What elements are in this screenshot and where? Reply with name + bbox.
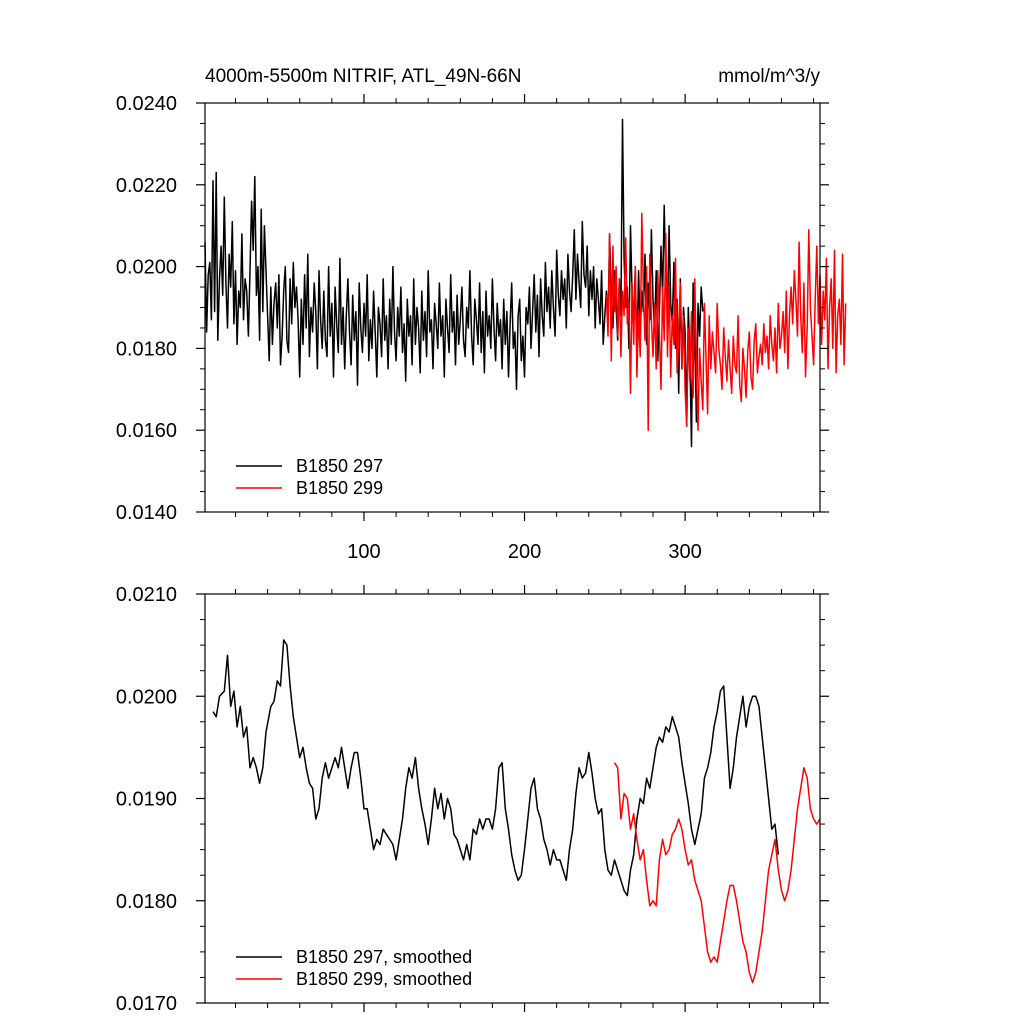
top-xtick-label: 200 (508, 541, 541, 563)
top-title: 4000m-5500m NITRIF, ATL_49N-66N (205, 66, 521, 87)
bottom-ytick-label: 0.0190 (116, 789, 177, 811)
top-series-line-1 (204, 118, 704, 448)
bottom-series-line-1 (212, 639, 780, 897)
top-ytick-label: 0.0140 (116, 502, 177, 524)
top-panel: 4000m-5500m NITRIF, ATL_49N-66N mmol/m^3… (116, 66, 847, 563)
top-ytick-label: 0.0180 (116, 338, 177, 360)
top-ytick-label: 0.0160 (116, 420, 177, 442)
top-legend-label-2: B1850 299 (296, 478, 383, 498)
top-ytick-label: 0.0200 (116, 257, 177, 279)
bottom-panel: 0.0170 0.0180 0.0190 0.0200 0.0210 B1850 297,… (116, 584, 829, 1015)
bottom-legend-label-2: B1850 299, smoothed (296, 969, 472, 989)
top-xtick-label: 100 (347, 541, 380, 563)
bottom-ytick-label: 0.0210 (116, 584, 177, 606)
bottom-series-line-2 (613, 762, 821, 984)
bottom-legend-label-1: B1850 297, smoothed (296, 947, 472, 967)
top-xtick-label: 300 (668, 541, 701, 563)
top-ytick-label: 0.0240 (116, 93, 177, 115)
bottom-ytick-label: 0.0170 (116, 993, 177, 1015)
top-ytick-label: 0.0220 (116, 175, 177, 197)
top-legend-label-1: B1850 297 (296, 456, 383, 476)
bottom-plot-frame (204, 593, 821, 1004)
bottom-ytick-label: 0.0200 (116, 686, 177, 708)
top-series-line-2 (605, 212, 847, 431)
top-units: mmol/m^3/y (718, 66, 820, 87)
bottom-ytick-label: 0.0180 (116, 891, 177, 913)
